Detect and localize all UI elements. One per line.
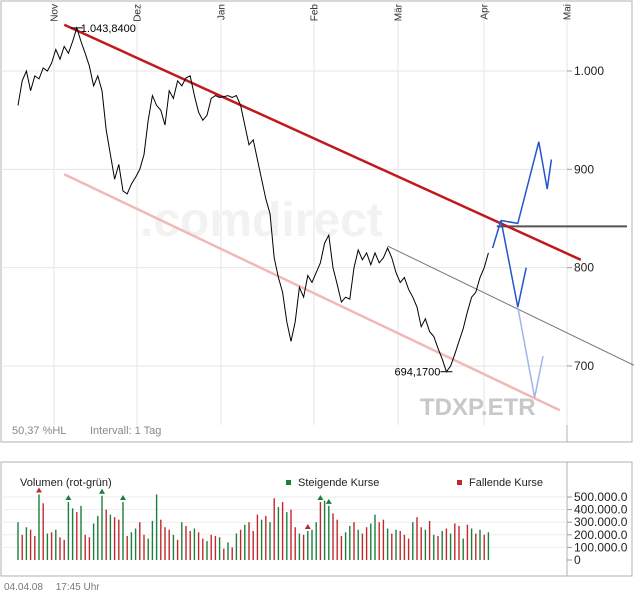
price-tick-label: 900 bbox=[574, 162, 594, 176]
legend-up-swatch bbox=[286, 480, 291, 485]
volume-up-arrow bbox=[317, 495, 324, 501]
price-panel-frame bbox=[0, 0, 633, 443]
watermark: .comdirect bbox=[140, 194, 383, 247]
volume-up-arrow-red bbox=[304, 524, 311, 530]
legend-down-swatch bbox=[457, 480, 462, 485]
volume-up-arrow bbox=[120, 495, 126, 501]
footer-date: 04.04.08 bbox=[4, 582, 43, 593]
price-tick-label: 700 bbox=[574, 359, 594, 373]
month-label: Apr bbox=[480, 3, 491, 19]
range-label: 50,37 %HL bbox=[12, 425, 66, 437]
volume-tick-label: 400.000.0 bbox=[574, 503, 628, 517]
legend-up-label: Steigende Kurse bbox=[298, 477, 379, 489]
volume-tick-label: 500.000.0 bbox=[574, 490, 628, 504]
month-label: Feb bbox=[310, 4, 321, 22]
volume-axis-labels: 500.000.0400.000.0300.000.0200.000.0100.… bbox=[574, 490, 628, 567]
volume-tick-label: 300.000.0 bbox=[574, 515, 628, 529]
volume-title: Volumen (rot-grün) bbox=[20, 477, 112, 489]
volume-tick-label: 200.000.0 bbox=[574, 528, 628, 542]
trendlines bbox=[63, 23, 634, 412]
month-label: Nov bbox=[50, 4, 61, 22]
price-axis-labels: 1.000 900 800 700 bbox=[574, 64, 604, 373]
gray-trend-line bbox=[387, 245, 634, 366]
price-tick-label: 800 bbox=[574, 261, 594, 275]
month-label: Dez bbox=[133, 4, 144, 22]
low-label: 694,1700 bbox=[395, 367, 441, 379]
volume-arrows bbox=[36, 487, 332, 530]
price-series-line bbox=[17, 26, 489, 373]
volume-up-arrow bbox=[325, 498, 332, 504]
month-label: Mai bbox=[563, 4, 574, 20]
month-label: Jan bbox=[217, 4, 228, 20]
price-grid bbox=[1, 1, 572, 425]
volume-up-arrow-red bbox=[36, 487, 42, 493]
volume-tick-label: 0 bbox=[574, 553, 581, 567]
volume-grid bbox=[1, 496, 572, 561]
volume-up-arrow bbox=[99, 488, 105, 494]
upper-channel-line bbox=[63, 23, 582, 261]
price-tick-label: 1.000 bbox=[574, 64, 604, 78]
extreme-markers: 1.043,8400 694,1700 bbox=[70, 23, 453, 379]
footer: 04.04.08 17:45 Uhr bbox=[4, 582, 110, 593]
month-label: Mär bbox=[394, 3, 405, 21]
volume-bars bbox=[17, 494, 490, 560]
lower-channel-line bbox=[63, 173, 561, 412]
footer-time: 17:45 Uhr bbox=[55, 582, 100, 593]
projection-down-arrow bbox=[491, 220, 527, 308]
month-labels: Nov Dez Jan Feb Mär Apr Mai bbox=[50, 3, 574, 21]
projection-lines bbox=[491, 141, 553, 398]
symbol-label: TDXP.ETR bbox=[420, 394, 536, 421]
volume-tick-label: 100.000.0 bbox=[574, 540, 628, 554]
volume-up-arrow bbox=[65, 495, 72, 501]
projection-low-arrow bbox=[517, 306, 544, 398]
legend-down-label: Fallende Kurse bbox=[469, 477, 543, 489]
high-label: 1.043,8400 bbox=[81, 23, 136, 35]
projection-up-arrow bbox=[500, 141, 553, 225]
interval-label: Intervall: 1 Tag bbox=[90, 425, 161, 437]
